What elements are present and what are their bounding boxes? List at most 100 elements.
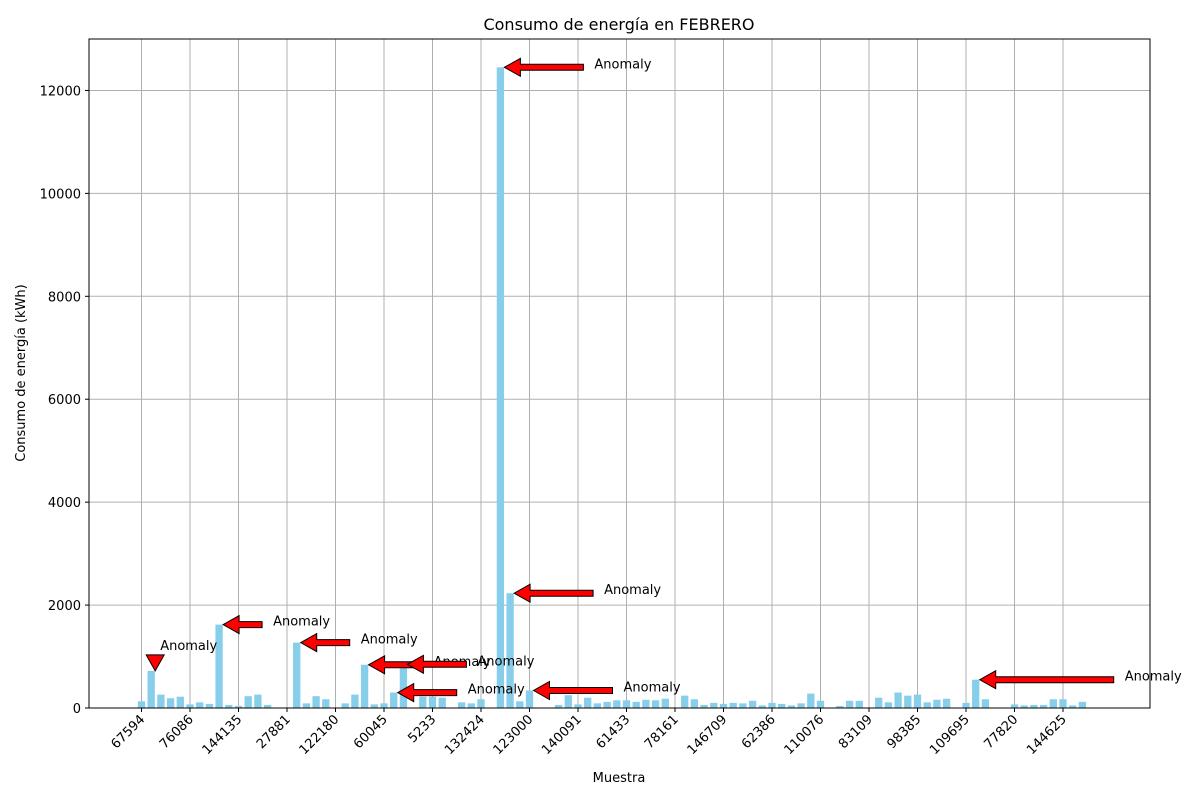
bar [778, 703, 786, 708]
bar [632, 701, 640, 708]
y-axis-ticks: 0 2000 4000 6000 8000 10000 12000 [40, 84, 89, 717]
bar [758, 705, 766, 708]
bar [186, 704, 194, 708]
bar [351, 694, 359, 708]
y-axis-label: Consumo de energía (kWh) [14, 284, 29, 462]
anomaly-label: Anomaly [468, 683, 525, 698]
x-tick-label: 110076 [782, 712, 828, 758]
bar [370, 704, 378, 708]
bar [768, 702, 776, 708]
bar [225, 704, 233, 708]
x-tick-label: 60045 [351, 712, 391, 752]
anomaly-arrow [145, 654, 166, 672]
anomaly-annotation: Anomaly [503, 57, 652, 78]
anomaly-arrow [222, 614, 263, 635]
bar [254, 694, 262, 708]
anomaly-arrow [503, 57, 584, 78]
bar [681, 695, 689, 708]
anomaly-arrow [406, 654, 467, 675]
x-tick-label: 5233 [405, 712, 439, 746]
chart-title: Consumo de energía en FEBRERO [483, 15, 754, 34]
bar [496, 67, 505, 709]
x-tick-label: 78161 [642, 712, 682, 752]
grid [89, 39, 1150, 709]
plot-frame [88, 38, 1151, 709]
bar [1030, 704, 1038, 708]
bar [554, 704, 563, 708]
anomaly-arrow [396, 682, 458, 703]
bar [981, 699, 990, 708]
y-tick-label: 12000 [40, 84, 81, 99]
bar [894, 692, 902, 708]
x-tick-label: 144625 [1024, 712, 1070, 758]
anomaly-annotation: Anomaly [396, 682, 525, 703]
bar [293, 642, 301, 708]
bar [748, 700, 757, 708]
bar [166, 698, 175, 708]
anomaly-arrow [978, 669, 1115, 690]
bar [428, 696, 437, 708]
bar [322, 699, 330, 708]
bar [1039, 704, 1048, 708]
bar [836, 705, 844, 708]
bar [574, 704, 582, 708]
anomaly-label: Anomaly [1125, 670, 1182, 685]
bar [419, 696, 427, 708]
anomaly-arrow [532, 680, 613, 701]
bar [729, 702, 737, 708]
bars [137, 67, 1087, 709]
anomaly-label: Anomaly [361, 633, 418, 648]
x-tick-label: 140091 [539, 712, 585, 758]
bar [234, 705, 243, 708]
bar [1049, 699, 1057, 708]
bar [205, 703, 214, 708]
bar [1010, 704, 1019, 708]
bar [525, 690, 534, 708]
bar [467, 703, 475, 708]
bar [176, 696, 184, 708]
bar [215, 624, 223, 708]
x-tick-label: 61433 [593, 712, 633, 752]
x-tick-label: 77820 [981, 712, 1021, 752]
anomaly-annotation: Anomaly [145, 639, 218, 672]
bar [380, 703, 388, 708]
x-tick-label: 144135 [200, 712, 246, 758]
x-tick-label: 27881 [254, 712, 294, 752]
bar [807, 693, 815, 708]
bar [584, 697, 592, 708]
bar [1020, 705, 1028, 708]
bar [700, 704, 708, 708]
anomaly-annotation: Anomaly [406, 654, 535, 675]
anomaly-arrow [299, 632, 351, 653]
bar [360, 664, 369, 708]
anomaly-label: Anomaly [624, 681, 681, 696]
bar [477, 699, 485, 708]
x-tick-label: 146709 [685, 712, 731, 758]
bar [137, 701, 146, 708]
bar [457, 702, 466, 708]
x-tick-label: 62386 [739, 712, 779, 752]
x-tick-label: 122180 [297, 712, 343, 758]
bar [603, 701, 611, 708]
bar [651, 700, 660, 708]
anomaly-annotation: Anomaly [978, 669, 1182, 690]
y-tick-label: 2000 [48, 599, 81, 614]
bar [875, 697, 883, 708]
bar [302, 703, 311, 708]
bar [719, 703, 728, 708]
x-tick-label: 132424 [442, 712, 488, 758]
bar [739, 703, 747, 708]
anomaly-label: Anomaly [604, 583, 661, 598]
bar [263, 704, 272, 708]
anomaly-annotation: Anomaly [532, 680, 681, 701]
x-axis-label: Muestra [593, 771, 646, 786]
bar [613, 700, 621, 708]
bar [661, 698, 669, 708]
bar [147, 670, 155, 708]
bar [913, 694, 922, 708]
bar [1059, 699, 1067, 708]
x-tick-label: 109695 [927, 712, 973, 758]
anomaly-label: Anomaly [273, 615, 330, 630]
